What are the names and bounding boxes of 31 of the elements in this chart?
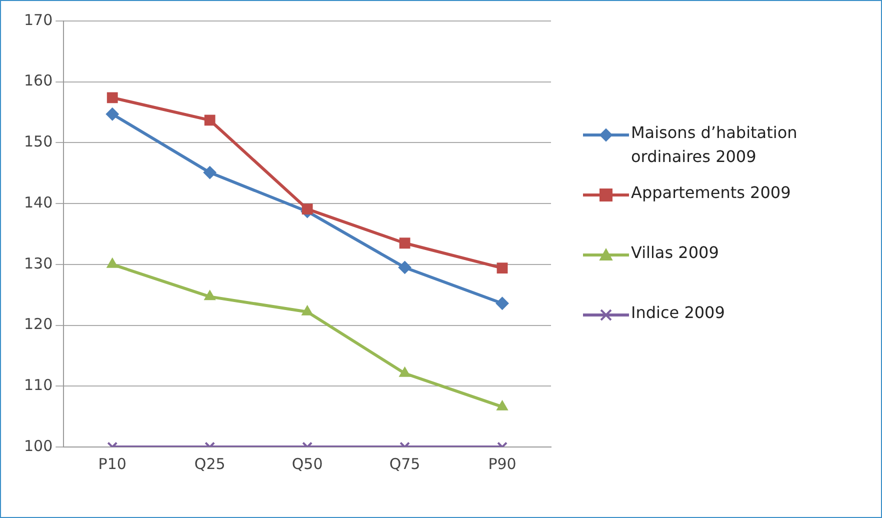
point <box>204 114 216 126</box>
y-tick-label: 170 <box>24 10 53 29</box>
x-tick-label: P90 <box>488 454 516 473</box>
y-tick-label: 120 <box>24 315 53 334</box>
x-tick-label: Q25 <box>194 454 226 473</box>
point <box>496 400 508 410</box>
point <box>106 258 118 268</box>
y-tick-label: 150 <box>24 132 53 151</box>
legend-label: Villas 2009 <box>631 242 719 264</box>
point <box>302 204 313 214</box>
y-tick-label: 110 <box>24 376 53 394</box>
x-tick-label: Q50 <box>292 454 323 473</box>
point <box>106 92 118 104</box>
legend-label: Maisons d’habitation ordinaires 2009 <box>631 122 798 168</box>
point <box>203 166 216 180</box>
point <box>302 305 314 316</box>
legend-label: Indice 2009 <box>631 302 725 324</box>
y-tick-label: 160 <box>24 72 53 90</box>
point <box>204 290 216 300</box>
y-tick-label: 130 <box>24 254 53 272</box>
point <box>399 366 410 377</box>
point <box>399 238 410 249</box>
point <box>398 260 412 274</box>
x-tick-label: P10 <box>98 454 126 473</box>
point <box>496 296 509 310</box>
y-tick-label: 100 <box>24 436 53 455</box>
point <box>106 108 119 121</box>
y-tick-label: 140 <box>24 193 53 212</box>
x-tick-label: Q75 <box>389 454 420 473</box>
point <box>496 262 508 274</box>
legend-label: Appartements 2009 <box>631 182 791 204</box>
